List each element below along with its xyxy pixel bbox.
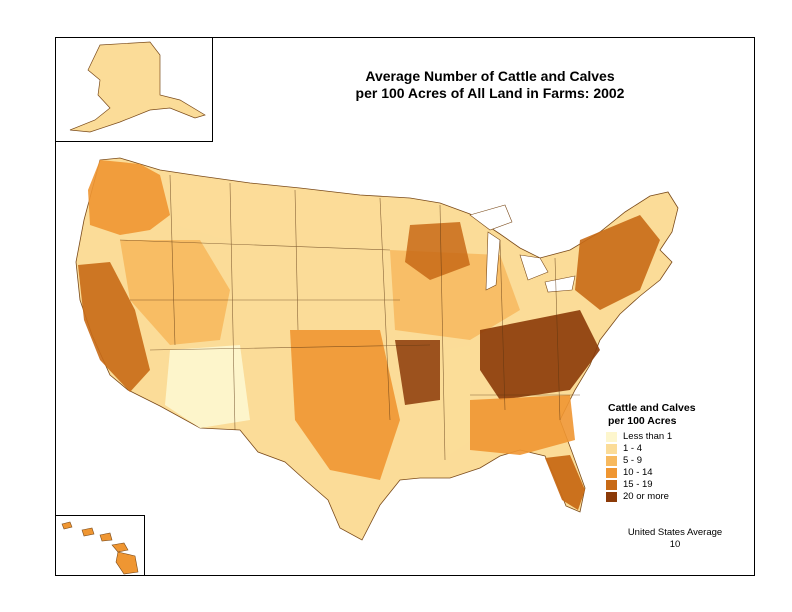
us-average: United States Average 10 <box>610 527 740 551</box>
region-desert-southwest <box>165 345 250 428</box>
legend-item: 15 - 19 <box>606 479 672 490</box>
region-great-basin <box>120 240 230 345</box>
region-california <box>78 262 150 392</box>
region-northeast <box>575 215 660 310</box>
region-wisconsin <box>405 222 470 280</box>
legend-item: Less than 1 <box>606 431 672 442</box>
legend-swatch <box>606 431 617 442</box>
legend-label: 10 - 14 <box>623 467 653 478</box>
legend-label: Less than 1 <box>623 431 673 442</box>
us-average-label: United States Average <box>627 527 723 538</box>
legend-item: 20 or more <box>606 491 672 502</box>
legend-swatch <box>606 479 617 490</box>
region-southeast <box>470 395 575 455</box>
legend-swatch <box>606 455 617 466</box>
legend-title-line1: Cattle and Calves <box>608 402 696 414</box>
legend-title: Cattle and Calves per 100 Acres <box>608 402 696 428</box>
legend-swatch <box>606 491 617 502</box>
legend-label: 1 - 4 <box>623 443 643 454</box>
region-ozarks <box>395 340 440 405</box>
great-lakes <box>469 204 576 293</box>
region-pacific-northwest <box>88 160 170 235</box>
region-southern-plains <box>290 330 400 480</box>
legend-swatch <box>606 467 617 478</box>
legend-swatch <box>606 443 617 454</box>
legend-item: 1 - 4 <box>606 443 672 454</box>
hawaii-map <box>61 521 139 575</box>
us-average-value: 10 <box>669 539 681 550</box>
region-florida <box>545 455 585 510</box>
alaska-map <box>69 41 206 133</box>
legend-label: 20 or more <box>623 491 669 502</box>
map-title-line1: Average Number of Cattle and Calves <box>365 68 615 84</box>
map-title-line2: per 100 Acres of All Land in Farms: 2002 <box>355 85 625 101</box>
region-northern-plains <box>170 175 385 245</box>
map-title: Average Number of Cattle and Calves per … <box>315 68 665 102</box>
legend-item: 5 - 9 <box>606 455 672 466</box>
legend-label: 5 - 9 <box>623 455 643 466</box>
region-appalachia <box>480 310 600 400</box>
state-borders <box>119 174 580 461</box>
region-mississippi-delta <box>440 345 472 455</box>
legend: Less than 1 1 - 4 5 - 9 10 - 14 15 - 19 … <box>606 431 672 503</box>
legend-item: 10 - 14 <box>606 467 672 478</box>
legend-label: 15 - 19 <box>623 479 653 490</box>
legend-title-line2: per 100 Acres <box>608 415 677 427</box>
